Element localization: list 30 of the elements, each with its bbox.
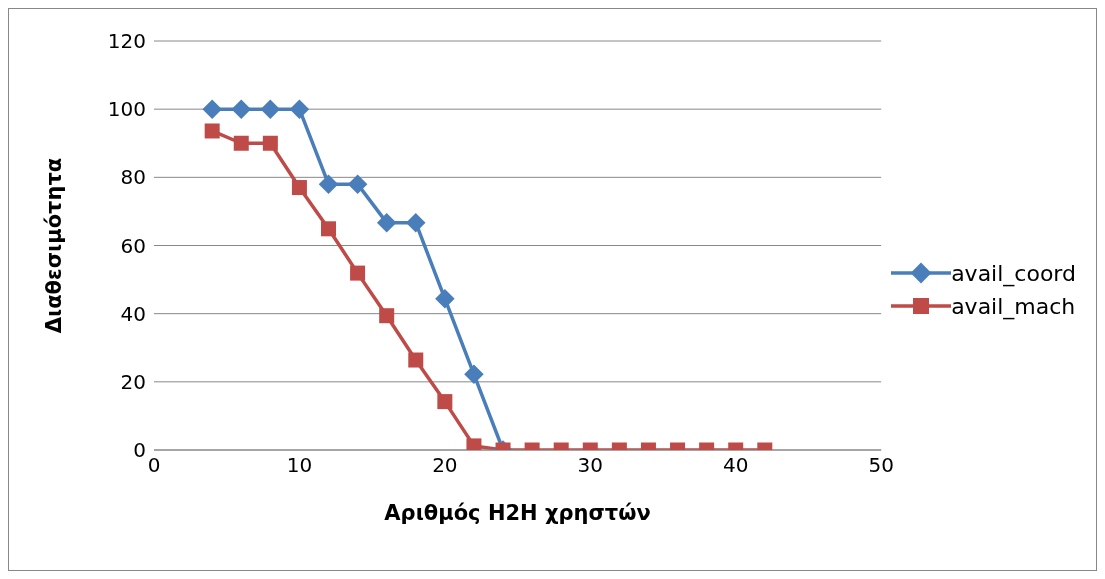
x-tick-label: 10 bbox=[286, 453, 313, 478]
legend-label: avail_coord bbox=[951, 260, 1076, 286]
y-tick-label: 20 bbox=[120, 369, 146, 394]
point bbox=[231, 99, 252, 119]
y-axis-title: Διαθεσιμότητα bbox=[42, 157, 67, 334]
point bbox=[260, 99, 281, 119]
x-tick-label: 50 bbox=[868, 453, 894, 478]
point bbox=[376, 212, 397, 233]
x-tick-label: 30 bbox=[577, 453, 604, 478]
point bbox=[318, 174, 339, 194]
point bbox=[202, 99, 222, 119]
y-tick-label: 80 bbox=[120, 165, 146, 190]
legend-label: avail_mach bbox=[951, 293, 1076, 319]
point bbox=[262, 135, 278, 151]
x-tick-label: 20 bbox=[432, 453, 458, 478]
point bbox=[233, 135, 249, 151]
y-tick-label: 40 bbox=[120, 301, 146, 326]
y-tick-label: 100 bbox=[107, 97, 146, 122]
point bbox=[321, 221, 337, 237]
point bbox=[435, 288, 455, 309]
point bbox=[289, 99, 310, 119]
x-tick-label: 40 bbox=[722, 453, 749, 478]
point bbox=[350, 265, 366, 281]
point bbox=[406, 212, 426, 233]
x-axis-title: Αριθμός H2H χρηστών bbox=[384, 501, 651, 525]
y-tick-label: 120 bbox=[107, 29, 146, 54]
point bbox=[291, 180, 307, 196]
point bbox=[347, 174, 368, 194]
y-tick-label: 60 bbox=[120, 233, 146, 258]
point bbox=[204, 123, 220, 139]
